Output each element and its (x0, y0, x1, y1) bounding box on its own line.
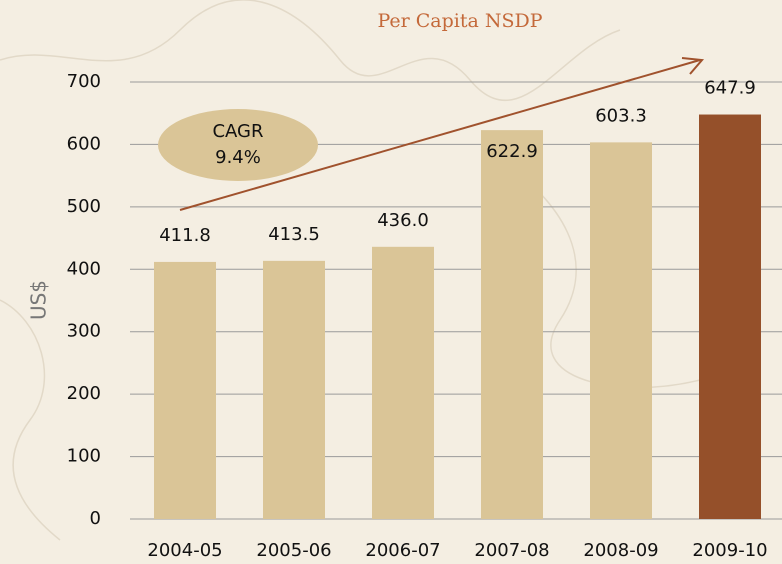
data-label: 413.5 (268, 224, 320, 245)
y-tick-label: 500 (67, 196, 101, 217)
y-tick-label: 600 (67, 133, 101, 154)
x-tick-label: 2004-05 (147, 540, 222, 561)
x-tick-label: 2009-10 (692, 540, 767, 561)
y-tick-label: 100 (67, 446, 101, 467)
data-label: 622.9 (486, 141, 538, 162)
arrow-head (681, 57, 705, 75)
y-tick-label: 400 (67, 258, 101, 279)
bar (481, 130, 543, 519)
y-axis-label: US$ (27, 280, 51, 320)
bar (372, 246, 434, 519)
bar (263, 260, 325, 519)
data-label: 411.8 (159, 225, 211, 246)
bar (699, 114, 761, 520)
trend-arrow (179, 59, 701, 211)
y-tick-label: 300 (67, 321, 101, 342)
x-tick-label: 2007-08 (474, 540, 549, 561)
x-tick-label: 2005-06 (256, 540, 331, 561)
data-label: 647.9 (704, 78, 756, 99)
y-tick-label: 700 (67, 71, 101, 92)
y-tick-label: 200 (67, 383, 101, 404)
chart-title: Per Capita NSDP (377, 10, 542, 32)
cagr-bubble (158, 109, 318, 181)
annotation: 9.4% (215, 147, 261, 168)
y-tick-label: 0 (90, 508, 101, 529)
plot-area: 0 100 200 300 400 500 600 700 2004-05 411.8 2005-0… (67, 57, 782, 561)
data-label: 436.0 (377, 210, 429, 231)
data-label: 603.3 (595, 105, 647, 126)
annotation: CAGR (212, 121, 263, 142)
bar (154, 261, 216, 519)
x-tick-label: 2006-07 (365, 540, 440, 561)
bar (590, 142, 652, 520)
x-tick-label: 2008-09 (583, 540, 658, 561)
